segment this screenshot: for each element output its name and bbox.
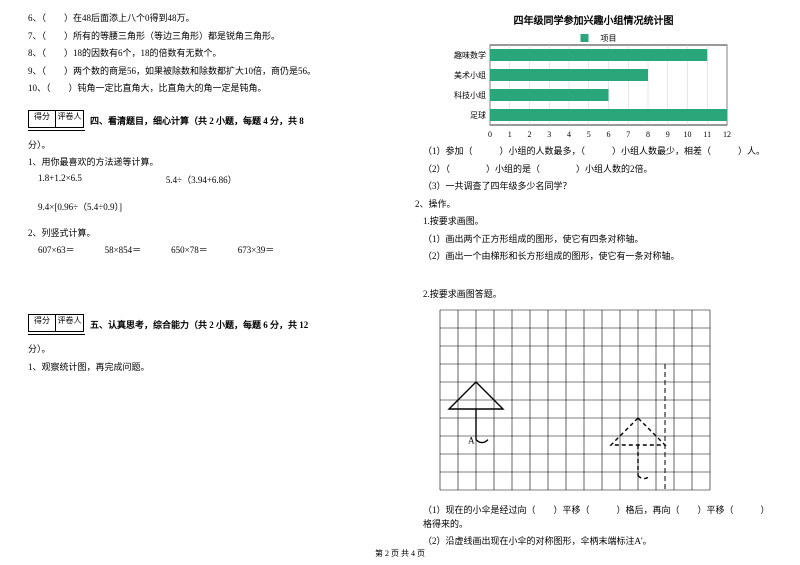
svg-text:足球: 足球 bbox=[470, 110, 486, 120]
calc-q2-row: 607×63＝ 58×854＝ 650×78＝ 673×39＝ bbox=[38, 243, 385, 256]
op1-b: （2）画出一个由梯形和长方形组成的图形，使它有一条对称轴。 bbox=[415, 250, 772, 264]
q7: 7、（ ）所有的等腰三角形（等边三角形）都是锐角三角形。 bbox=[28, 30, 385, 44]
chart-q1: （1）参加（ ）小组的人数最多，（ ）小组人数最少，相差（ ）人。 bbox=[415, 145, 772, 159]
calc-q1-title: 1、用你最喜欢的方法递等计算。 bbox=[28, 156, 385, 170]
calc-2d: 673×39＝ bbox=[238, 243, 275, 256]
svg-text:8: 8 bbox=[646, 130, 650, 139]
section4-title: 四、看清题目，细心计算（共 2 小题，每题 4 分，共 8 bbox=[90, 114, 304, 128]
svg-text:4: 4 bbox=[567, 130, 571, 139]
score-cell-right-2: 评卷人 bbox=[56, 314, 84, 332]
svg-text:项目: 项目 bbox=[601, 34, 617, 43]
op2-q1: （1）现在的小伞是经过向（ ）平移（ ）格后，再向（ ）平移（ ）格得来的。 bbox=[415, 504, 772, 531]
svg-text:趣味数学: 趣味数学 bbox=[454, 50, 486, 60]
op1-a: （1）画出两个正方形组成的图形，使它有四条对称轴。 bbox=[415, 233, 772, 247]
svg-text:7: 7 bbox=[626, 130, 630, 139]
q10: 10、（ ）钝角一定比直角大，比直角大的角一定是钝角。 bbox=[28, 82, 385, 96]
score-cell-left: 得分 bbox=[28, 110, 56, 128]
q9: 9、（ ）两个数的商是56，如果被除数和除数都扩大10倍，商仍是56。 bbox=[28, 65, 385, 79]
umbrella-grid: A bbox=[435, 305, 725, 500]
svg-text:12: 12 bbox=[723, 130, 731, 139]
chart-q3: （3）一共调查了四年级多少名同学？ bbox=[415, 180, 772, 194]
op2-title: 2.按要求画图答题。 bbox=[415, 288, 772, 302]
svg-text:科技小组: 科技小组 bbox=[454, 90, 486, 100]
q8: 8、（ ）18的因数有6个，18的倍数有无数个。 bbox=[28, 47, 385, 61]
q6: 6、（ ）在48后面添上八个0得到48万。 bbox=[28, 12, 385, 26]
calc-q1-row1: 1.8+1.2×6.5 5.4÷（3.94+6.86） bbox=[38, 173, 385, 186]
svg-text:2: 2 bbox=[528, 130, 532, 139]
svg-text:A: A bbox=[468, 436, 475, 446]
bar-chart: 0123456789101112项目趣味数学美术小组科技小组足球 bbox=[435, 31, 735, 141]
section5-header: 得分 评卷人 五、认真思考，综合能力（共 2 小题，每题 6 分，共 12 bbox=[28, 314, 385, 332]
section4-header: 得分 评卷人 四、看清题目，细心计算（共 2 小题，每题 4 分，共 8 bbox=[28, 110, 385, 128]
svg-text:11: 11 bbox=[703, 130, 711, 139]
svg-text:0: 0 bbox=[488, 130, 492, 139]
op-title: 2、操作。 bbox=[415, 198, 772, 212]
calc-1b: 5.4÷（3.94+6.86） bbox=[166, 173, 237, 186]
calc-1c: 9.4×[0.96÷（5.4÷0.9）] bbox=[38, 200, 122, 213]
op1-title: 1.按要求画图。 bbox=[415, 215, 772, 229]
svg-text:美术小组: 美术小组 bbox=[454, 70, 486, 80]
calc-2b: 58×854＝ bbox=[105, 243, 142, 256]
calc-2c: 650×78＝ bbox=[171, 243, 208, 256]
score-cell-left-2: 得分 bbox=[28, 314, 56, 332]
section5-title: 五、认真思考，综合能力（共 2 小题，每题 6 分，共 12 bbox=[90, 318, 308, 332]
right-column: 四年级同学参加兴趣小组情况统计图 0123456789101112项目趣味数学美… bbox=[415, 12, 772, 553]
calc-q2-title: 2、列竖式计算。 bbox=[28, 227, 385, 241]
section4-tail: 分）。 bbox=[28, 139, 385, 153]
svg-text:1: 1 bbox=[508, 130, 512, 139]
calc-q1-row2: 9.4×[0.96÷（5.4÷0.9）] bbox=[38, 200, 385, 213]
calc-2a: 607×63＝ bbox=[38, 243, 75, 256]
svg-text:5: 5 bbox=[587, 130, 591, 139]
svg-text:3: 3 bbox=[547, 130, 551, 139]
chart-title: 四年级同学参加兴趣小组情况统计图 bbox=[415, 12, 772, 27]
page-footer: 第 2 页 共 4 页 bbox=[0, 548, 800, 559]
chart-q2: （2）（ ）小组的是（ ）小组人数的2倍。 bbox=[415, 163, 772, 177]
section5-tail: 分）。 bbox=[28, 343, 385, 357]
op2-q2: （2）沿虚线画出现在小伞的对称图形，伞柄末端标注A'。 bbox=[415, 535, 772, 549]
svg-text:6: 6 bbox=[607, 130, 611, 139]
svg-text:10: 10 bbox=[684, 130, 692, 139]
svg-text:9: 9 bbox=[666, 130, 670, 139]
calc-1a: 1.8+1.2×6.5 bbox=[38, 173, 82, 186]
left-column: 6、（ ）在48后面添上八个0得到48万。 7、（ ）所有的等腰三角形（等边三角… bbox=[28, 12, 385, 553]
s5-q1: 1、观察统计图，再完成问题。 bbox=[28, 361, 385, 375]
score-cell-right: 评卷人 bbox=[56, 110, 84, 128]
